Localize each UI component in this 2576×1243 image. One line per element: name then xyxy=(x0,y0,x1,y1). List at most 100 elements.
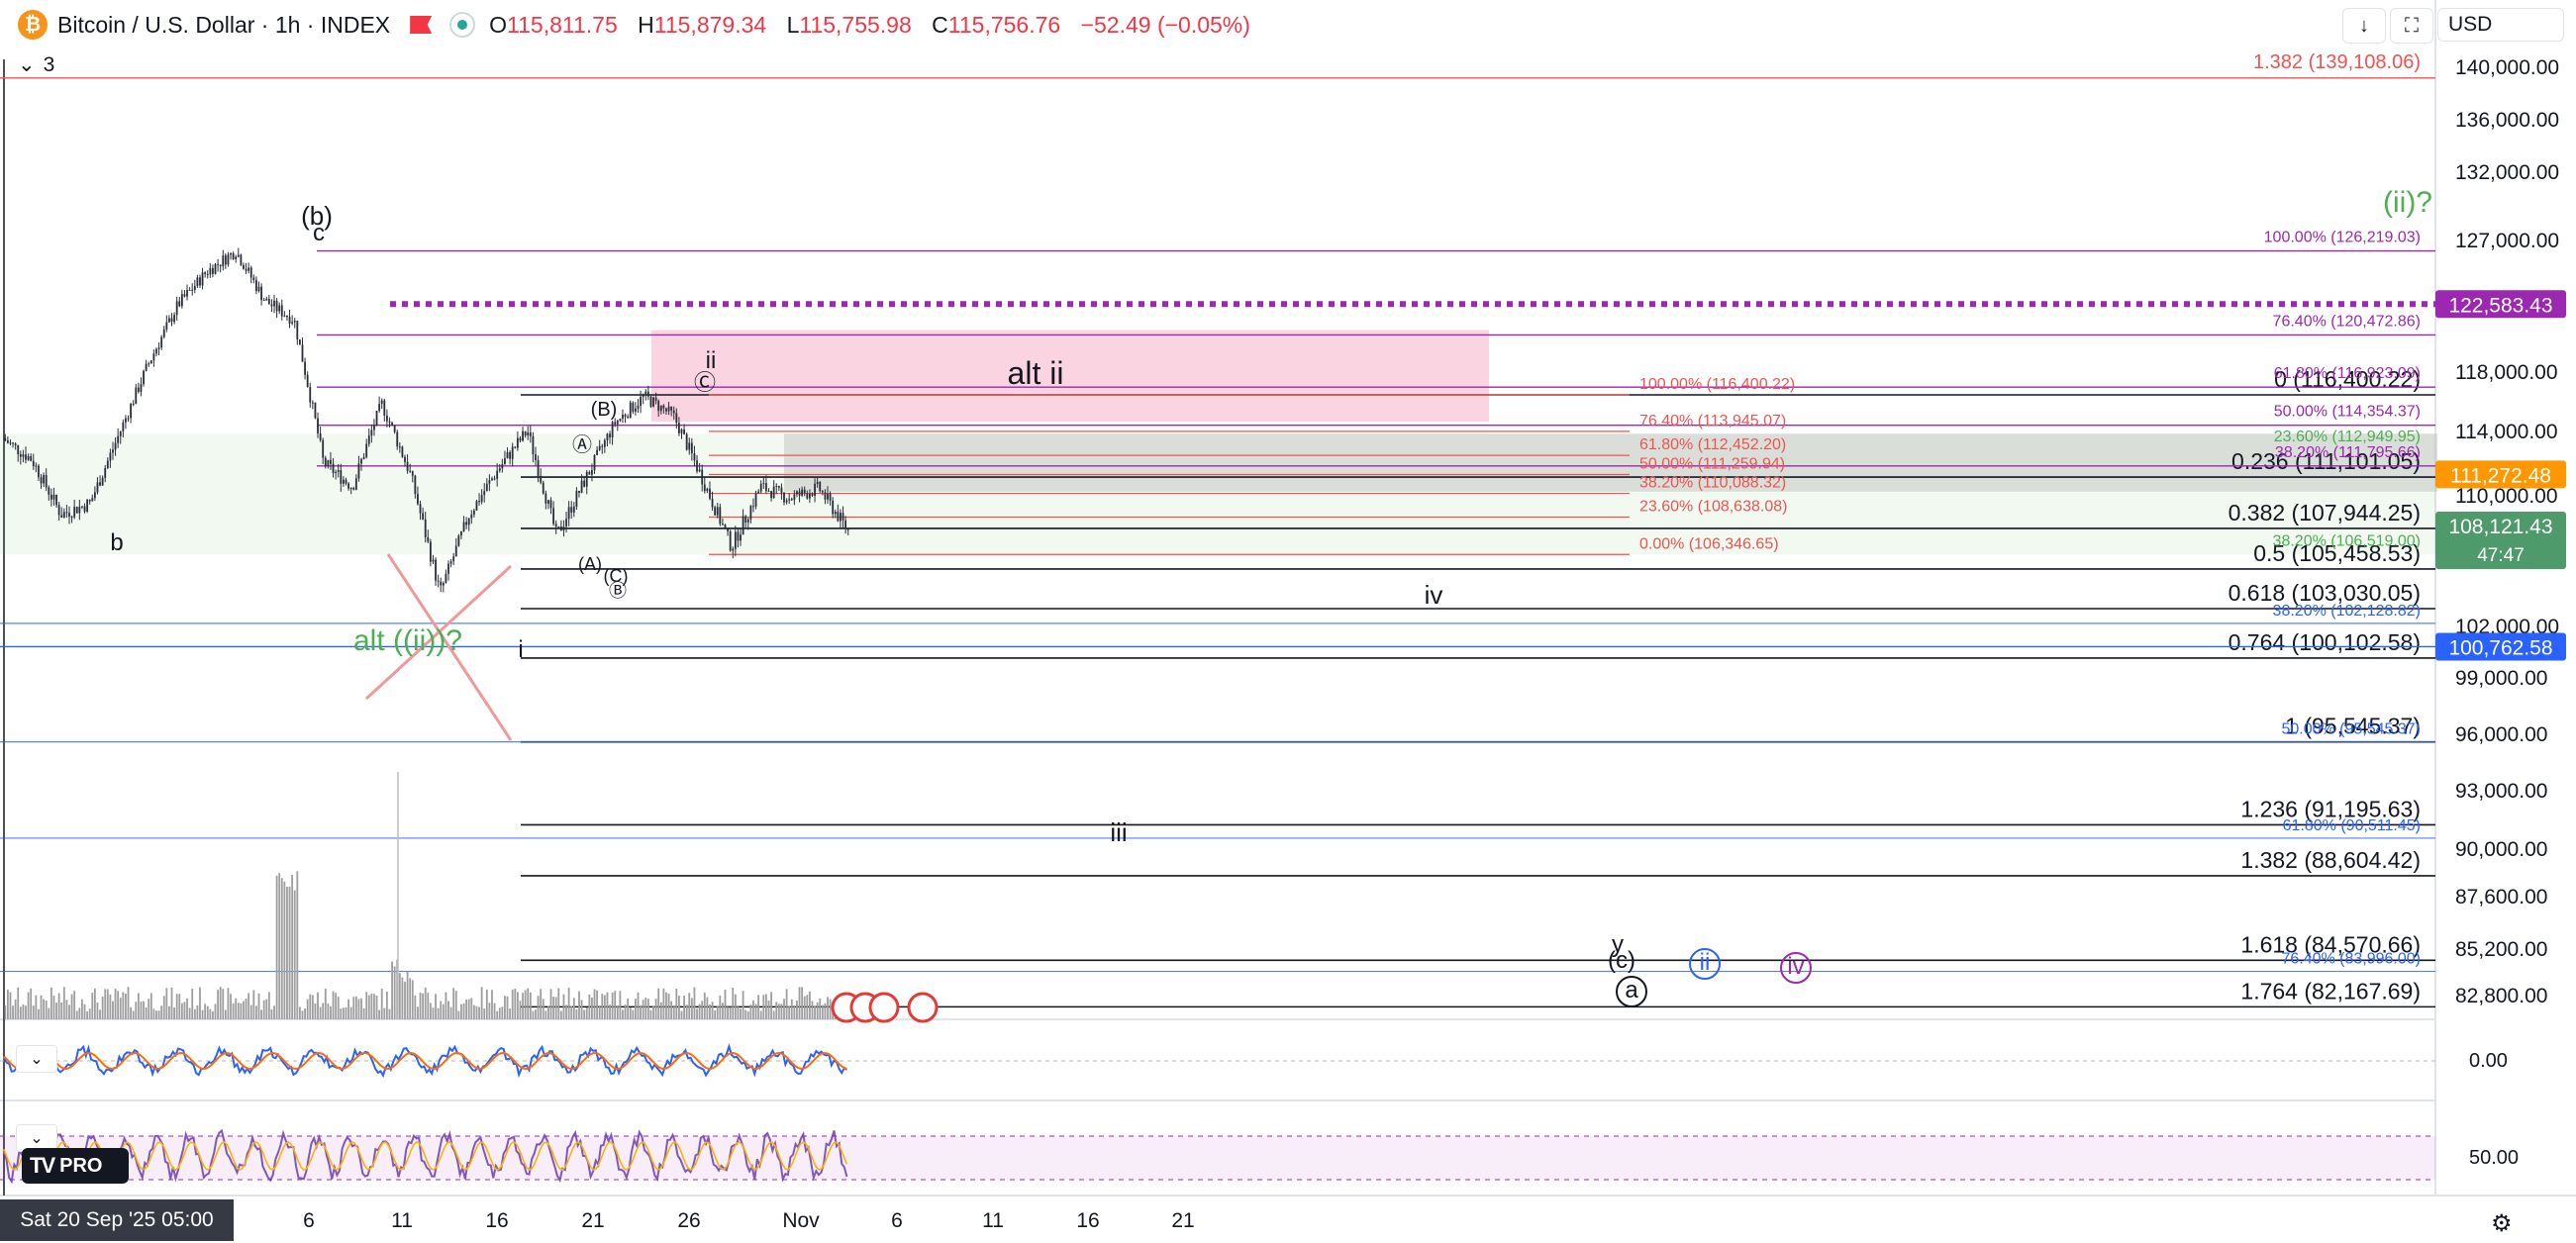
volume-bar xyxy=(283,881,286,1019)
bitcoin-icon: ₿ xyxy=(18,10,48,40)
volume-bar xyxy=(454,991,457,1019)
volume-bar xyxy=(719,996,722,1019)
candle-body xyxy=(9,442,12,444)
volume-bar xyxy=(337,997,340,1019)
fib-label-red: 0.00% (106,346.65) xyxy=(1639,535,1779,552)
volume-bar xyxy=(598,1004,601,1019)
volume-bar xyxy=(601,994,604,1019)
volume-bar xyxy=(642,1000,644,1019)
volume-bar xyxy=(742,991,744,1019)
volume-bar xyxy=(52,995,55,1019)
volume-bar xyxy=(724,990,727,1019)
volume-bar xyxy=(83,1004,86,1019)
volume-bar xyxy=(678,996,680,1019)
candle-body xyxy=(652,397,654,407)
candle-body xyxy=(449,561,452,564)
volume-bar xyxy=(652,1005,654,1019)
indicator-toggle[interactable]: ⌄ 3 xyxy=(18,52,54,77)
volume-bar xyxy=(309,994,312,1019)
candle-body xyxy=(603,439,606,447)
candle-body xyxy=(519,437,522,441)
candle-body xyxy=(162,329,165,337)
settings-icon[interactable]: ⚙ xyxy=(2491,1210,2513,1237)
candle-body xyxy=(752,506,754,508)
volume-bar xyxy=(567,988,570,1019)
candle-body xyxy=(391,422,393,426)
fib-label-red: 38.20% (110,088.32) xyxy=(1639,475,1786,492)
candle-body xyxy=(345,479,347,484)
candle-body xyxy=(785,500,788,503)
candle-body xyxy=(257,286,260,292)
symbol-title[interactable]: Bitcoin / U.S. Dollar · 1h · INDEX xyxy=(57,11,391,38)
volume-bar xyxy=(659,1002,662,1019)
fib-label-purple: 38.20% (111,795.66) xyxy=(2275,444,2421,461)
x-tick: 21 xyxy=(581,1209,605,1232)
volume-bar xyxy=(365,992,368,1019)
candle-body xyxy=(545,493,547,504)
candle-body xyxy=(442,582,445,586)
volume-bar xyxy=(245,999,248,1019)
volume-bar xyxy=(545,1010,547,1019)
candle-body xyxy=(808,493,811,499)
download-icon: ↓ xyxy=(2359,14,2369,37)
candle-body xyxy=(175,301,178,316)
volume-bar xyxy=(219,987,222,1019)
candle-body xyxy=(537,460,540,476)
volume-bar xyxy=(137,993,140,1019)
change-value: −52.49 (−0.05%) xyxy=(1080,11,1250,38)
volume-bar xyxy=(519,1001,522,1019)
price-tag xyxy=(2435,632,2566,661)
wave-label: (B) xyxy=(591,399,618,421)
volume-bar xyxy=(32,1005,35,1019)
wave-label: Ⓑ xyxy=(609,581,627,601)
tradingview-logo[interactable]: TV PRO xyxy=(22,1148,129,1184)
candle-body xyxy=(388,421,391,423)
price-tag-label: 122,583.43 xyxy=(2448,294,2552,317)
candle-body xyxy=(685,433,688,450)
fib-label-green: 38.20% (106,519.00) xyxy=(2273,532,2421,549)
volume-bar xyxy=(646,999,649,1019)
volume-bar xyxy=(504,996,506,1019)
volume-bar xyxy=(437,1007,440,1019)
candle-body xyxy=(365,443,368,457)
candle-body xyxy=(375,411,378,426)
volume-bar xyxy=(347,999,349,1019)
candle-body xyxy=(260,286,262,301)
volume-bar xyxy=(680,1010,683,1019)
volume-bar xyxy=(393,966,396,1019)
candle-body xyxy=(535,454,537,461)
volume-bar xyxy=(35,995,38,1019)
fib-label-purple: 76.40% (120,472.86) xyxy=(2273,313,2421,330)
flag-icon[interactable] xyxy=(410,16,433,34)
volume-bar xyxy=(212,1010,214,1019)
x-tick: 11 xyxy=(982,1209,1004,1232)
volume-bar xyxy=(698,1004,701,1019)
currency-select[interactable]: USD xyxy=(2437,8,2564,42)
volume-bar xyxy=(373,994,375,1019)
volume-bar xyxy=(752,1000,754,1019)
candle-body xyxy=(86,500,89,512)
market-status-icon[interactable] xyxy=(449,12,476,38)
candle-body xyxy=(43,475,46,484)
collapse-pane-button-2[interactable]: ⌄ xyxy=(16,1124,57,1152)
volume-bar xyxy=(780,1004,783,1019)
price-tag xyxy=(2435,460,2566,489)
collapse-pane-button[interactable]: ⌄ xyxy=(16,1045,57,1073)
volume-bar xyxy=(709,1004,711,1019)
alt-ii-zone xyxy=(651,330,1489,422)
volume-bar xyxy=(559,1010,562,1019)
fullscreen-button[interactable]: ⛶ xyxy=(2390,8,2433,44)
y-tick-label: 90,000.00 xyxy=(2455,838,2547,861)
candle-body xyxy=(829,493,832,501)
volume-bar xyxy=(529,992,532,1019)
candle-body xyxy=(309,387,312,403)
download-button[interactable]: ↓ xyxy=(2342,8,2386,44)
candle-body xyxy=(552,508,555,525)
candle-body xyxy=(155,348,157,354)
volume-bar xyxy=(340,1008,343,1019)
candle-body xyxy=(130,404,133,419)
volume-bar xyxy=(452,988,455,1019)
candle-body xyxy=(742,516,744,535)
volume-bar xyxy=(824,1003,827,1019)
